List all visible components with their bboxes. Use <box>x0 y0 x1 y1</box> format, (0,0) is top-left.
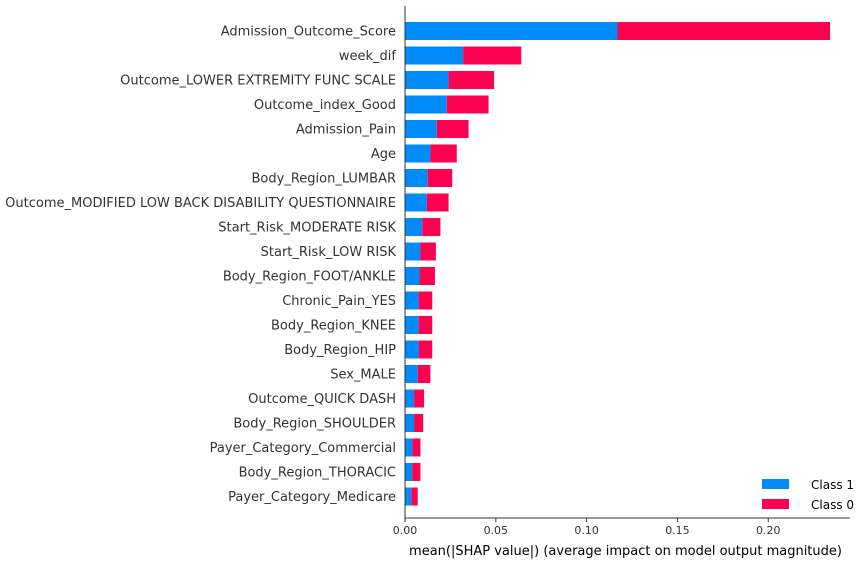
bar-class-0-16 <box>414 414 424 432</box>
bar-class-1-10 <box>405 267 420 285</box>
x-ticks-group: 0.00 0.05 0.10 0.15 0.20 <box>393 518 781 537</box>
feature-label: Outcome_MODIFIED LOW BACK DISABILITY QUE… <box>5 196 396 211</box>
x-axis-title: mean(|SHAP value|) (average impact on mo… <box>409 544 842 559</box>
x-tick-label: 0.15 <box>665 524 690 537</box>
feature-label: Chronic_Pain_YES <box>282 294 396 309</box>
bar-class-0-19 <box>411 487 418 506</box>
bar-class-1-6 <box>405 169 428 187</box>
x-tick-label: 0.20 <box>756 524 781 537</box>
bar-class-0-7 <box>426 193 449 212</box>
legend-label: Class 0 <box>811 498 854 512</box>
feature-label: Body_Region_THORACIC <box>239 466 396 481</box>
bar-class-1-11 <box>405 291 419 310</box>
feature-label: Admission_Outcome_Score <box>221 25 396 40</box>
feature-label: Body_Region_HIP <box>284 343 396 358</box>
feature-label: Admission_Pain <box>296 123 396 138</box>
bar-class-1-14 <box>405 365 418 383</box>
bar-class-1-1 <box>405 46 464 65</box>
bars-group <box>405 22 831 506</box>
bar-class-0-2 <box>448 71 494 89</box>
feature-label: Payer_Category_Medicare <box>228 490 396 505</box>
bar-class-0-0 <box>617 22 831 40</box>
bar-class-1-4 <box>405 120 437 138</box>
bar-class-0-1 <box>463 46 522 65</box>
bar-class-1-8 <box>405 218 423 236</box>
feature-label: Body_Region_LUMBAR <box>252 172 397 187</box>
feature-label: Payer_Category_Commercial <box>210 441 396 456</box>
bar-class-1-15 <box>405 389 415 408</box>
feature-labels-group: Admission_Outcome_Score week_dif Outcome_L… <box>5 25 396 506</box>
bar-class-1-19 <box>405 487 412 506</box>
bar-class-0-15 <box>414 389 425 408</box>
bar-class-0-10 <box>419 267 435 285</box>
bar-class-0-6 <box>427 169 453 187</box>
feature-label: Body_Region_SHOULDER <box>233 417 396 432</box>
feature-label: Sex_MALE <box>330 368 396 383</box>
bar-class-1-9 <box>405 242 421 261</box>
bar-class-0-8 <box>422 218 441 236</box>
bar-class-1-7 <box>405 193 427 212</box>
bar-class-0-14 <box>417 365 431 383</box>
x-tick-label: 0.05 <box>484 524 509 537</box>
x-tick-label: 0.00 <box>393 524 418 537</box>
feature-label: Outcome_index_Good <box>254 98 396 113</box>
bar-class-1-3 <box>405 95 447 114</box>
legend: Class 1 Class 0 <box>762 478 854 512</box>
bar-class-1-12 <box>405 316 419 334</box>
legend-label: Class 1 <box>811 478 854 492</box>
bar-class-1-16 <box>405 414 415 432</box>
bar-class-1-17 <box>405 438 413 457</box>
bar-class-1-0 <box>405 22 618 40</box>
bar-class-1-5 <box>405 144 431 163</box>
bar-class-0-4 <box>436 120 469 138</box>
legend-swatch-class-0 <box>762 499 789 509</box>
bar-class-0-17 <box>412 438 421 457</box>
bar-class-0-9 <box>420 242 436 261</box>
feature-label: Body_Region_FOOT/ANKLE <box>223 270 396 285</box>
feature-label: Start_Risk_LOW RISK <box>261 245 397 260</box>
bar-class-0-5 <box>430 144 457 163</box>
feature-label: Start_Risk_MODERATE RISK <box>218 221 396 236</box>
feature-label: Outcome_QUICK DASH <box>248 392 396 407</box>
feature-label: Body_Region_KNEE <box>271 319 396 334</box>
bar-class-0-3 <box>446 95 489 114</box>
bar-class-1-18 <box>405 463 413 481</box>
bar-class-1-13 <box>405 340 419 359</box>
bar-class-0-12 <box>418 316 433 334</box>
legend-swatch-class-1 <box>762 479 789 489</box>
bar-class-0-11 <box>418 291 433 310</box>
bar-class-0-13 <box>418 340 433 359</box>
feature-label: week_dif <box>339 49 397 64</box>
x-tick-label: 0.10 <box>574 524 599 537</box>
bar-class-1-2 <box>405 71 449 89</box>
feature-label: Outcome_LOWER EXTREMITY FUNC SCALE <box>120 74 396 89</box>
bar-class-0-18 <box>412 463 421 481</box>
feature-label: Age <box>371 147 396 162</box>
